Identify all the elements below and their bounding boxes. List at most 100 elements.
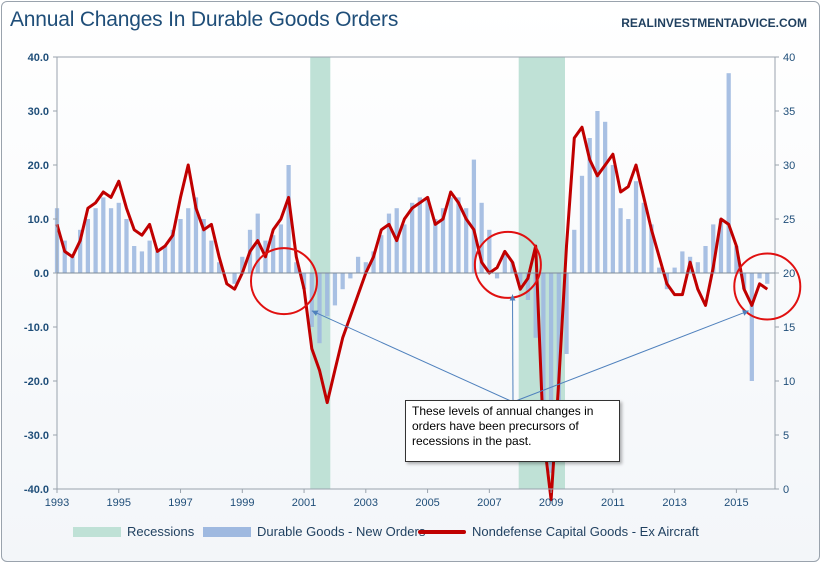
y-tick-label-left: 0.0 [34, 268, 49, 280]
durable-goods-bar [170, 229, 175, 273]
legend: Recessions Durable Goods - New Orders No… [0, 524, 821, 544]
y-tick-label-left: 30.0 [28, 106, 49, 118]
durable-goods-bar [479, 202, 484, 273]
durable-goods-bar [548, 273, 554, 473]
durable-goods-bar [618, 208, 623, 273]
durable-goods-bar [271, 235, 276, 273]
y-tick-label-left: -20.0 [24, 376, 49, 388]
x-tick-label: 2015 [724, 497, 748, 509]
callout-arrow [311, 310, 514, 403]
durable-goods-bar [471, 159, 477, 273]
y-tick-label-right: 30 [783, 160, 795, 172]
durable-goods-bar [425, 197, 430, 273]
chart-title: Annual Changes In Durable Goods Orders [10, 8, 399, 31]
x-tick-label: 2007 [477, 497, 501, 509]
legend-item-durable: Durable Goods - New Orders [203, 524, 425, 539]
durable-goods-bar [332, 273, 338, 306]
durable-goods-bar [734, 246, 739, 273]
durable-goods-bar [85, 219, 91, 273]
durable-goods-bar [533, 273, 538, 338]
y-tick-label-right: 0 [783, 484, 789, 496]
durable-goods-bar [301, 273, 307, 290]
callout-arrow [512, 310, 749, 403]
durable-goods-bar [162, 246, 168, 273]
x-tick-label: 2009 [539, 497, 563, 509]
y-tick-label-right: 5 [783, 430, 789, 442]
durable-goods-bar [633, 181, 639, 273]
durable-goods-bar [193, 197, 199, 273]
durable-goods-bar [440, 208, 446, 273]
durable-goods-bar [232, 273, 237, 284]
durable-goods-bar [178, 219, 183, 273]
highlight-circle [733, 252, 802, 321]
callout-text: These levels of annual changes in orders… [412, 404, 594, 448]
durable-goods-bar [108, 208, 114, 273]
durable-goods-bar [564, 273, 569, 354]
durable-goods-bar [240, 256, 245, 273]
durable-goods-bar [680, 251, 685, 273]
durable-goods-bar [101, 197, 106, 273]
y-tick-label-left: 10.0 [28, 214, 49, 226]
durable-goods-bar [456, 197, 461, 273]
durable-goods-bar [711, 224, 716, 273]
legend-swatch-recessions [73, 526, 121, 537]
durable-goods-bar [726, 73, 731, 273]
durable-goods-bar [325, 273, 330, 317]
durable-goods-bar [62, 240, 67, 273]
durable-goods-bar [348, 273, 353, 279]
durable-goods-bar [610, 165, 615, 273]
durable-goods-bar [572, 229, 577, 273]
durable-goods-bar [587, 138, 592, 273]
x-tick-label: 1993 [45, 497, 69, 509]
legend-label-recessions: Recessions [127, 524, 195, 539]
durable-goods-bar [448, 197, 453, 273]
legend-item-nondefense: Nondefense Capital Goods - Ex Aircraft [418, 524, 699, 539]
axes: 40.0 30.0 20.0 10.0 0.0 -10.0 -20.0 -30.0 -40.0 4… [24, 52, 795, 509]
durable-goods-bar [718, 219, 724, 273]
durable-goods-bar [626, 219, 631, 273]
durable-goods-bar [209, 240, 214, 273]
x-tick-label: 1997 [168, 497, 192, 509]
legend-swatch-durable [203, 526, 251, 537]
durable-goods-bar [433, 219, 438, 273]
x-tick-label: 1995 [107, 497, 131, 509]
y-tick-label-left: -40.0 [24, 484, 49, 496]
x-tick-label: 1999 [230, 497, 254, 509]
source-label: REALINVESTMENTADVICE.COM [621, 16, 807, 30]
durable-goods-bar [116, 202, 121, 273]
durable-goods-bar [518, 273, 523, 284]
y-tick-label-right: 40 [783, 52, 795, 64]
durable-goods-bar [410, 202, 415, 273]
durable-goods-bar [186, 208, 191, 273]
durable-goods-bar [363, 262, 368, 273]
durable-goods-bar [340, 273, 345, 290]
durable-goods-bar [464, 208, 469, 273]
durable-goods-bar [217, 262, 222, 273]
y-tick-label-right: 25 [783, 214, 795, 226]
legend-item-recessions: Recessions [73, 524, 194, 539]
durable-goods-bar [132, 246, 137, 273]
durable-goods-bar [595, 111, 600, 273]
durable-goods-bar [579, 175, 585, 273]
y-tick-label-left: -30.0 [24, 430, 49, 442]
durable-goods-bar [487, 229, 492, 273]
y-tick-label-left: 40.0 [28, 52, 49, 64]
durable-goods-bar [649, 224, 654, 273]
durable-goods-bar [749, 273, 754, 381]
annotations [249, 230, 802, 403]
durable-goods-bar [317, 273, 322, 344]
durable-goods-bar [525, 273, 531, 300]
legend-label-nondefense: Nondefense Capital Goods - Ex Aircraft [472, 524, 699, 539]
durable-goods-bar [70, 256, 75, 273]
x-tick-label: 2003 [354, 497, 378, 509]
durable-goods-bar [657, 267, 662, 273]
nondefense-line [55, 125, 769, 502]
durable-goods-bar [402, 224, 407, 273]
durable-goods-bar [371, 251, 376, 273]
durable-goods-bar [603, 121, 608, 273]
durable-goods-bar [695, 262, 700, 273]
durable-goods-bar [355, 256, 361, 273]
durable-goods-bar [703, 246, 708, 273]
